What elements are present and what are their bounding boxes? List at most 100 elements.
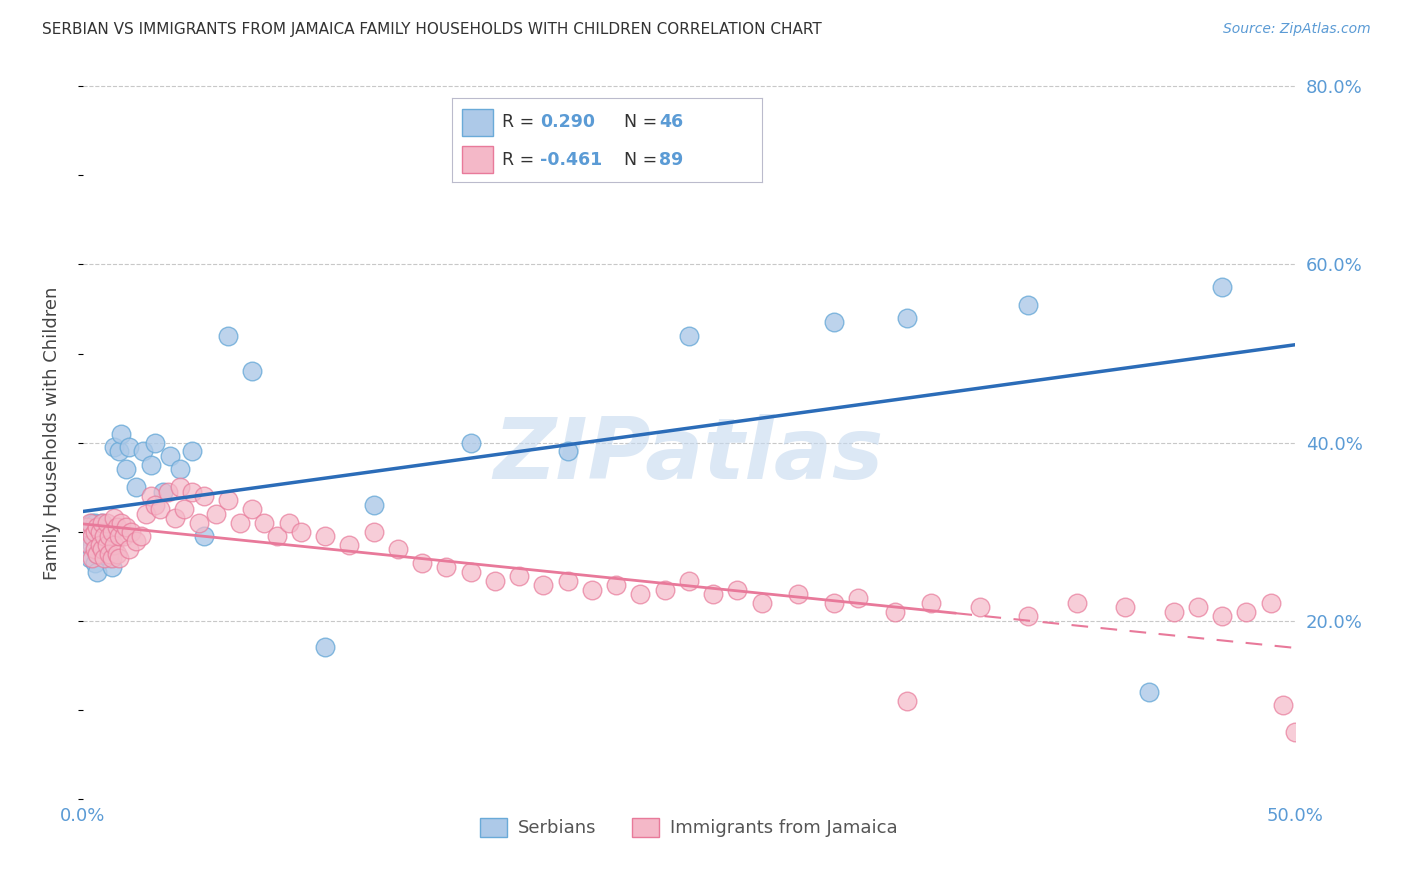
Point bbox=[290, 524, 312, 539]
Point bbox=[434, 560, 457, 574]
Point bbox=[266, 529, 288, 543]
Point bbox=[132, 444, 155, 458]
Point bbox=[277, 516, 299, 530]
Point bbox=[205, 507, 228, 521]
Point bbox=[1066, 596, 1088, 610]
Point bbox=[108, 444, 131, 458]
Point bbox=[103, 511, 125, 525]
Point bbox=[86, 547, 108, 561]
Point bbox=[91, 542, 114, 557]
Point bbox=[628, 587, 651, 601]
Point bbox=[1017, 609, 1039, 624]
Point bbox=[135, 507, 157, 521]
Point bbox=[896, 694, 918, 708]
Point bbox=[1211, 279, 1233, 293]
Point bbox=[98, 547, 121, 561]
Point bbox=[145, 435, 167, 450]
Point bbox=[89, 538, 111, 552]
Point bbox=[93, 551, 115, 566]
Point bbox=[883, 605, 905, 619]
Point bbox=[100, 551, 122, 566]
Point bbox=[751, 596, 773, 610]
Point bbox=[581, 582, 603, 597]
Point bbox=[105, 547, 128, 561]
Point bbox=[86, 565, 108, 579]
Point bbox=[1017, 297, 1039, 311]
Point bbox=[678, 328, 700, 343]
Point bbox=[411, 556, 433, 570]
Point bbox=[83, 524, 105, 539]
Point bbox=[193, 489, 215, 503]
Point bbox=[557, 444, 579, 458]
Point bbox=[1139, 685, 1161, 699]
Point bbox=[83, 533, 105, 548]
Point bbox=[82, 551, 104, 566]
Text: ZIPatlas: ZIPatlas bbox=[494, 414, 884, 497]
Point bbox=[484, 574, 506, 588]
Point bbox=[89, 524, 111, 539]
Point bbox=[118, 542, 141, 557]
Point bbox=[110, 516, 132, 530]
Point bbox=[86, 529, 108, 543]
Text: Source: ZipAtlas.com: Source: ZipAtlas.com bbox=[1223, 22, 1371, 37]
Point bbox=[93, 529, 115, 543]
Point bbox=[115, 462, 138, 476]
Point bbox=[110, 426, 132, 441]
Point bbox=[96, 516, 118, 530]
Point bbox=[1187, 600, 1209, 615]
Point bbox=[98, 551, 121, 566]
Point bbox=[229, 516, 252, 530]
Point bbox=[163, 511, 186, 525]
Point bbox=[76, 520, 98, 534]
Point bbox=[240, 364, 263, 378]
Point bbox=[969, 600, 991, 615]
Point bbox=[337, 538, 360, 552]
Point bbox=[363, 524, 385, 539]
Point bbox=[217, 328, 239, 343]
Point bbox=[314, 640, 336, 655]
Point bbox=[363, 498, 385, 512]
Point bbox=[125, 480, 148, 494]
Point bbox=[896, 310, 918, 325]
Point bbox=[115, 520, 138, 534]
Point bbox=[823, 315, 845, 329]
Point bbox=[217, 493, 239, 508]
Point bbox=[1284, 725, 1306, 739]
Point bbox=[557, 574, 579, 588]
Point bbox=[82, 538, 104, 552]
Point bbox=[82, 529, 104, 543]
Text: SERBIAN VS IMMIGRANTS FROM JAMAICA FAMILY HOUSEHOLDS WITH CHILDREN CORRELATION C: SERBIAN VS IMMIGRANTS FROM JAMAICA FAMIL… bbox=[42, 22, 823, 37]
Point bbox=[173, 502, 195, 516]
Point bbox=[920, 596, 942, 610]
Point bbox=[79, 524, 101, 539]
Point bbox=[86, 520, 108, 534]
Point bbox=[139, 458, 162, 472]
Point bbox=[508, 569, 530, 583]
Point bbox=[83, 542, 105, 557]
Point bbox=[98, 529, 121, 543]
Point bbox=[76, 529, 98, 543]
Point bbox=[702, 587, 724, 601]
Point bbox=[79, 538, 101, 552]
Point bbox=[159, 449, 181, 463]
Point bbox=[725, 582, 748, 597]
Point bbox=[125, 533, 148, 548]
Point bbox=[180, 444, 202, 458]
Point bbox=[531, 578, 554, 592]
Point bbox=[149, 502, 172, 516]
Point bbox=[83, 556, 105, 570]
Point bbox=[91, 516, 114, 530]
Point bbox=[139, 489, 162, 503]
Point bbox=[93, 547, 115, 561]
Point bbox=[86, 547, 108, 561]
Point bbox=[387, 542, 409, 557]
Point bbox=[180, 484, 202, 499]
Point bbox=[108, 529, 131, 543]
Point bbox=[1163, 605, 1185, 619]
Point bbox=[848, 591, 870, 606]
Point bbox=[103, 440, 125, 454]
Point bbox=[129, 529, 152, 543]
Point bbox=[100, 560, 122, 574]
Point bbox=[118, 440, 141, 454]
Point bbox=[82, 516, 104, 530]
